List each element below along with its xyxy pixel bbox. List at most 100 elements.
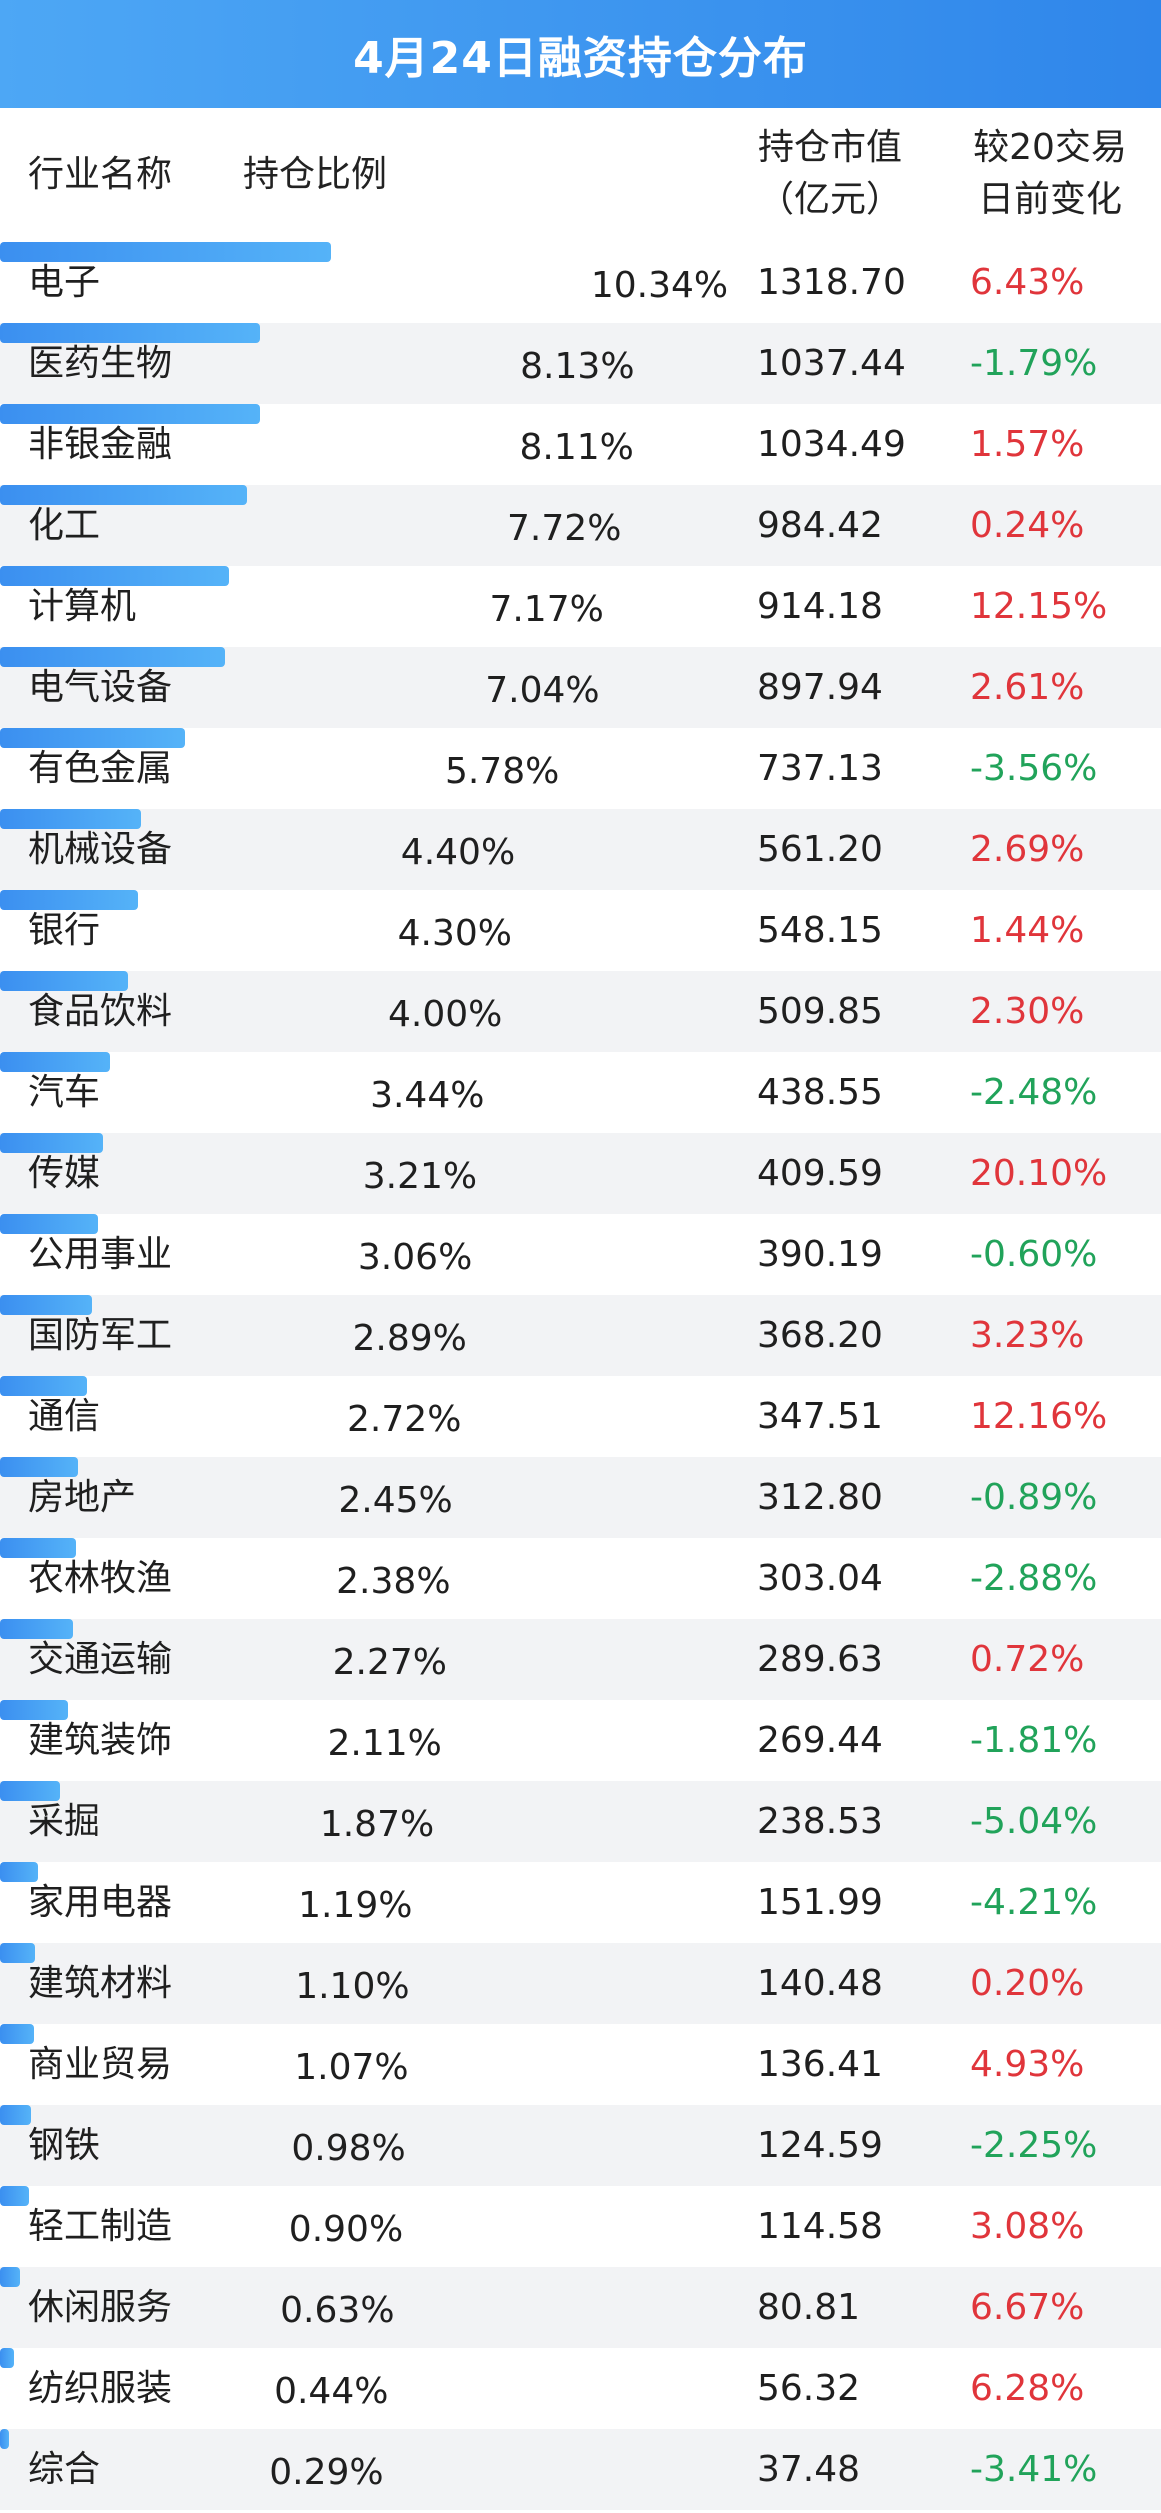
ratio-label: 7.04% [485, 670, 600, 711]
market-value: 561.20 [757, 829, 883, 870]
market-value: 509.85 [757, 991, 883, 1032]
table-row: 农林牧渔 2.38% 303.04 -2.88% [0, 1538, 1161, 1619]
industry-name: 纺织服装 [28, 2368, 173, 2409]
market-value: 390.19 [757, 1234, 883, 1275]
market-value: 269.44 [757, 1720, 883, 1761]
ratio-label: 0.44% [274, 2371, 389, 2412]
industry-name: 房地产 [28, 1477, 137, 1518]
table-row: 国防军工 2.89% 368.20 3.23% [0, 1295, 1161, 1376]
table-row: 汽车 3.44% 438.55 -2.48% [0, 1052, 1161, 1133]
change-value: 6.28% [970, 2368, 1085, 2409]
ratio-label: 4.30% [397, 913, 512, 954]
table-row: 食品饮料 4.00% 509.85 2.30% [0, 971, 1161, 1052]
table-row: 化工 7.72% 984.42 0.24% [0, 485, 1161, 566]
ratio-label: 5.78% [444, 751, 560, 792]
ratio-label: 8.11% [519, 427, 634, 468]
ratio-bar [0, 1376, 88, 1396]
ratio-label: 3.44% [370, 1075, 485, 1116]
ratio-bar [0, 1538, 77, 1558]
industry-name: 商业贸易 [28, 2044, 173, 2085]
change-value: 2.30% [970, 991, 1085, 1032]
ratio-label: 8.13% [520, 346, 635, 387]
industry-name: 汽车 [28, 1072, 101, 1113]
ratio-label: 0.63% [280, 2290, 395, 2331]
ratio-bar [0, 566, 230, 586]
industry-name: 交通运输 [28, 1639, 173, 1680]
header-ratio: 持仓比例 [243, 154, 388, 195]
market-value: 312.80 [757, 1477, 883, 1518]
industry-name: 食品饮料 [28, 991, 173, 1032]
ratio-bar [0, 2429, 10, 2449]
change-value: -3.41% [970, 2449, 1098, 2490]
market-value: 56.32 [757, 2368, 861, 2409]
table-body: 电子 10.34% 1318.70 6.43% 医药生物 8.13% 1037.44 -1.7… [0, 242, 1161, 2510]
industry-name: 化工 [28, 505, 101, 546]
industry-name: 传媒 [28, 1153, 101, 1194]
table-row: 电子 10.34% 1318.70 6.43% [0, 242, 1161, 323]
industry-name: 电气设备 [28, 667, 173, 708]
header-value-line1: 持仓市值 [757, 127, 902, 168]
change-value: -1.81% [970, 1720, 1098, 1761]
industry-name: 农林牧渔 [28, 1558, 173, 1599]
change-value: -1.79% [970, 343, 1098, 384]
ratio-bar [0, 2267, 21, 2287]
industry-name: 公用事业 [28, 1234, 173, 1275]
industry-name: 电子 [28, 262, 101, 303]
industry-name: 有色金属 [28, 748, 173, 789]
change-value: -0.60% [970, 1234, 1098, 1275]
industry-name: 钢铁 [28, 2125, 101, 2166]
table-row: 休闲服务 0.63% 80.81 6.67% [0, 2267, 1161, 2348]
market-value: 438.55 [757, 1072, 883, 1113]
header-industry: 行业名称 [28, 154, 173, 195]
market-value: 136.41 [757, 2044, 883, 2085]
ratio-bar [0, 1619, 73, 1639]
industry-name: 采掘 [28, 1801, 101, 1842]
table-row: 轻工制造 0.90% 114.58 3.08% [0, 2186, 1161, 2267]
market-value: 368.20 [757, 1315, 883, 1356]
ratio-label: 2.11% [327, 1723, 442, 1764]
market-value: 114.58 [757, 2206, 883, 2247]
table-row: 银行 4.30% 548.15 1.44% [0, 890, 1161, 971]
ratio-bar [0, 2024, 35, 2044]
change-value: -2.25% [970, 2125, 1098, 2166]
industry-name: 建筑材料 [28, 1963, 173, 2004]
industry-name: 非银金融 [28, 424, 173, 465]
change-value: 0.20% [970, 1963, 1085, 2004]
market-value: 1037.44 [757, 343, 906, 384]
ratio-bar [0, 485, 248, 505]
table-row: 机械设备 4.40% 561.20 2.69% [0, 809, 1161, 890]
table-row: 传媒 3.21% 409.59 20.10% [0, 1133, 1161, 1214]
industry-name: 休闲服务 [28, 2287, 173, 2328]
ratio-bar [0, 1214, 98, 1234]
industry-name: 通信 [28, 1396, 101, 1437]
ratio-label: 2.38% [336, 1561, 451, 1602]
industry-name: 建筑装饰 [28, 1720, 173, 1761]
ratio-label: 4.00% [388, 994, 503, 1035]
market-value: 140.48 [757, 1963, 883, 2004]
table-row: 有色金属 5.78% 737.13 -3.56% [0, 728, 1161, 809]
change-value: -5.04% [970, 1801, 1098, 1842]
change-value: 6.43% [970, 262, 1085, 303]
change-value: 1.44% [970, 910, 1085, 951]
ratio-bar [0, 1052, 111, 1072]
change-value: -0.89% [970, 1477, 1098, 1518]
table-row: 商业贸易 1.07% 136.41 4.93% [0, 2024, 1161, 2105]
market-value: 984.42 [757, 505, 883, 546]
market-value: 409.59 [757, 1153, 883, 1194]
table-row: 综合 0.29% 37.48 -3.41% [0, 2429, 1161, 2510]
ratio-bar [0, 1781, 60, 1801]
ratio-label: 1.07% [294, 2047, 409, 2088]
market-value: 1034.49 [757, 424, 906, 465]
ratio-label: 4.40% [400, 832, 516, 873]
table-row: 公用事业 3.06% 390.19 -0.60% [0, 1214, 1161, 1295]
change-value: -3.56% [970, 748, 1098, 789]
market-value: 897.94 [757, 667, 883, 708]
industry-name: 医药生物 [28, 343, 173, 384]
industry-name: 计算机 [28, 586, 137, 627]
table-row: 交通运输 2.27% 289.63 0.72% [0, 1619, 1161, 1700]
change-value: -2.88% [970, 1558, 1098, 1599]
table-row: 通信 2.72% 347.51 12.16% [0, 1376, 1161, 1457]
industry-name: 轻工制造 [28, 2206, 173, 2247]
ratio-label: 2.89% [352, 1318, 467, 1359]
ratio-bar [0, 2348, 15, 2368]
